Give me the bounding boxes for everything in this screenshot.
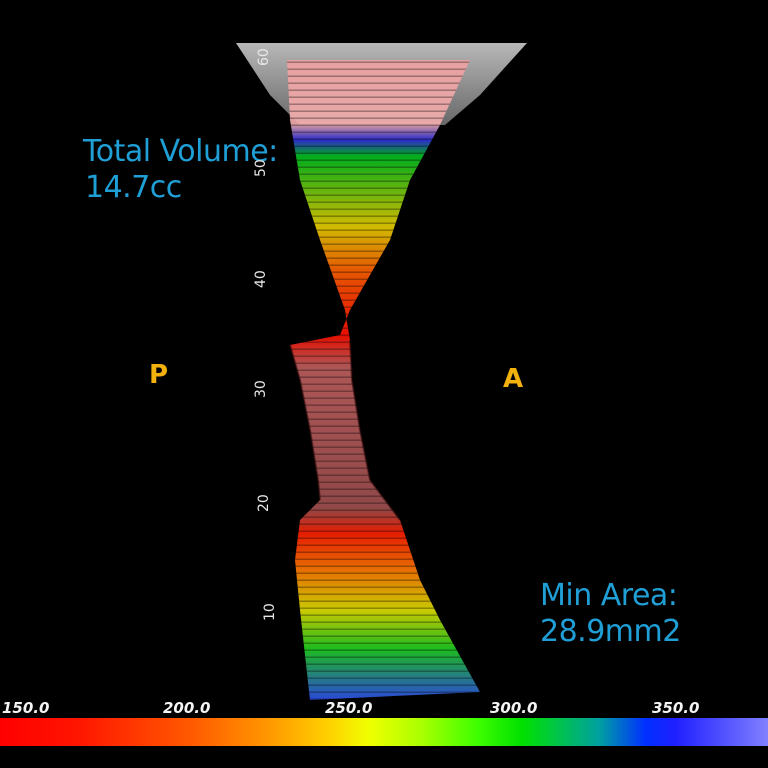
orientation-anterior-marker: A [503,364,523,394]
orientation-posterior-marker: P [149,360,168,390]
colorbar-tick: 300.0 [490,699,537,717]
colorbar-tick: 200.0 [163,699,210,717]
total-volume-value: 14.7cc [85,170,182,205]
ruler-tick: 30 [253,380,269,398]
min-area-value: 28.9mm2 [540,614,681,649]
colorbar-tick: 350.0 [652,699,699,717]
airway-colored-column [287,60,480,700]
ruler-tick: 20 [256,494,272,512]
ruler-tick: 40 [253,270,269,288]
min-area-label: Min Area: [540,578,677,613]
total-volume-label: Total Volume: [83,134,278,169]
colorbar-tick: 250.0 [325,699,372,717]
ruler-tick: 10 [262,603,278,621]
ruler-tick: 60 [256,48,272,66]
colorbar-tick: 150.0 [2,699,49,717]
colorbar-scale [0,718,768,746]
ruler-tick: 50 [253,159,269,177]
